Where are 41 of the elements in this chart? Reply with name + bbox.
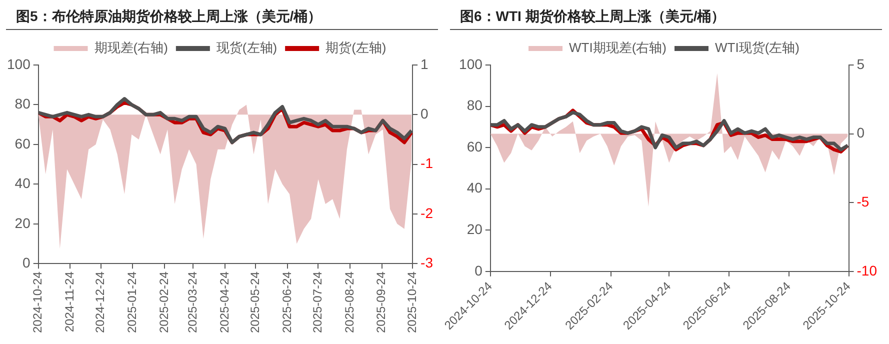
y-tick-label: 80 [14, 96, 31, 112]
y-tick-label: 100 [7, 56, 31, 72]
x-tick-label: 2025-04-24 [217, 271, 232, 334]
y2-tick-label: -10 [856, 262, 878, 278]
x-tick-label: 2025-06-24 [280, 271, 294, 334]
y-tick-label: 60 [14, 135, 31, 152]
y-tick-label: 100 [459, 56, 483, 72]
y2-tick-label: -5 [856, 193, 870, 210]
legend-label: 期现差(右轴) [94, 40, 168, 56]
legend-label: 现货(左轴) [216, 40, 278, 56]
x-tick-label: 2025-01-24 [124, 271, 139, 334]
x-tick-label: 2024-11-24 [62, 271, 76, 332]
y2-tick-label: -1 [420, 155, 434, 172]
y-tick-label: 0 [22, 254, 31, 270]
x-tick-label: 2024-12-24 [93, 271, 108, 334]
x-tick-label: 2024-10-24 [30, 271, 45, 334]
x-tick-label: 2025-03-24 [185, 271, 200, 334]
x-tick-label: 2025-07-24 [310, 271, 325, 334]
y2-tick-label: 0 [856, 124, 865, 141]
y-tick-label: 40 [466, 180, 483, 196]
y-tick-label: 0 [474, 262, 483, 278]
y-tick-label: 20 [14, 214, 31, 231]
legend-label: WTI期现差(右轴) [569, 40, 667, 56]
x-tick-label: 2025-09-24 [374, 271, 388, 334]
y-tick-label: 60 [466, 138, 483, 154]
y-tick-label: 40 [14, 175, 31, 192]
chart-title: 图5：布伦特原油期货价格较上周上涨（美元/桶） [6, 0, 438, 30]
y-tick-label: 20 [466, 220, 483, 237]
y2-tick-label: -2 [420, 204, 434, 221]
x-tick-label: 2025-05-24 [248, 271, 262, 334]
legend-label: WTI现货(左轴) [715, 40, 800, 56]
x-tick-label: 2025-10-24 [404, 271, 419, 334]
y2-tick-label: 5 [856, 56, 865, 72]
x-tick-label: 2025-02-24 [156, 271, 171, 334]
chart-title: 图6：WTI 期货价格较上周上涨（美元/桶） [450, 0, 882, 30]
legend-label: 期货(左轴) [326, 40, 386, 56]
y2-tick-label: 1 [420, 56, 429, 72]
y2-tick-label: 0 [420, 106, 429, 122]
y-tick-label: 80 [466, 97, 483, 114]
y2-tick-label: -3 [420, 254, 434, 270]
x-tick-label: 2025-08-24 [342, 271, 356, 334]
